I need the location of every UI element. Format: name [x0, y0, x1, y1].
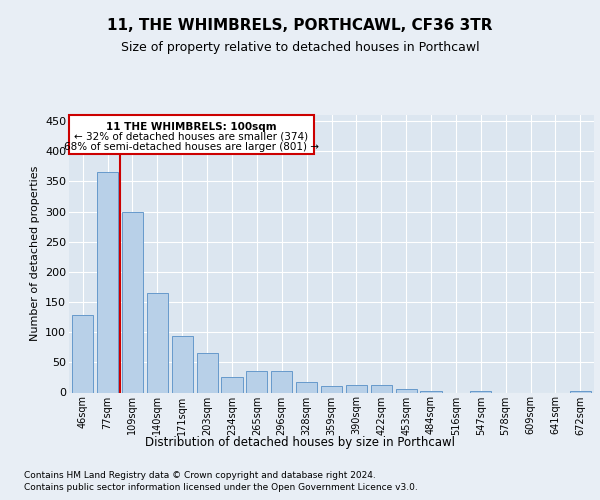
Bar: [246, 372, 268, 392]
Text: Contains HM Land Registry data © Crown copyright and database right 2024.: Contains HM Land Registry data © Crown c…: [24, 471, 376, 480]
Bar: [172, 336, 193, 392]
Bar: [470, 390, 491, 392]
Bar: [122, 212, 143, 392]
Text: Size of property relative to detached houses in Porthcawl: Size of property relative to detached ho…: [121, 41, 479, 54]
Bar: [421, 390, 442, 392]
Text: 11 THE WHIMBRELS: 100sqm: 11 THE WHIMBRELS: 100sqm: [106, 122, 277, 132]
Text: Distribution of detached houses by size in Porthcawl: Distribution of detached houses by size …: [145, 436, 455, 449]
Bar: [346, 384, 367, 392]
Bar: [271, 372, 292, 392]
Bar: [97, 172, 118, 392]
Bar: [221, 378, 242, 392]
FancyBboxPatch shape: [69, 115, 314, 154]
Bar: [72, 316, 93, 392]
Bar: [371, 384, 392, 392]
Bar: [570, 390, 591, 392]
Text: 68% of semi-detached houses are larger (801) →: 68% of semi-detached houses are larger (…: [64, 142, 319, 152]
Bar: [197, 354, 218, 393]
Text: ← 32% of detached houses are smaller (374): ← 32% of detached houses are smaller (37…: [74, 132, 308, 142]
Text: 11, THE WHIMBRELS, PORTHCAWL, CF36 3TR: 11, THE WHIMBRELS, PORTHCAWL, CF36 3TR: [107, 18, 493, 32]
Y-axis label: Number of detached properties: Number of detached properties: [29, 166, 40, 342]
Text: Contains public sector information licensed under the Open Government Licence v3: Contains public sector information licen…: [24, 484, 418, 492]
Bar: [321, 386, 342, 392]
Bar: [147, 293, 168, 392]
Bar: [296, 382, 317, 392]
Bar: [395, 390, 417, 392]
